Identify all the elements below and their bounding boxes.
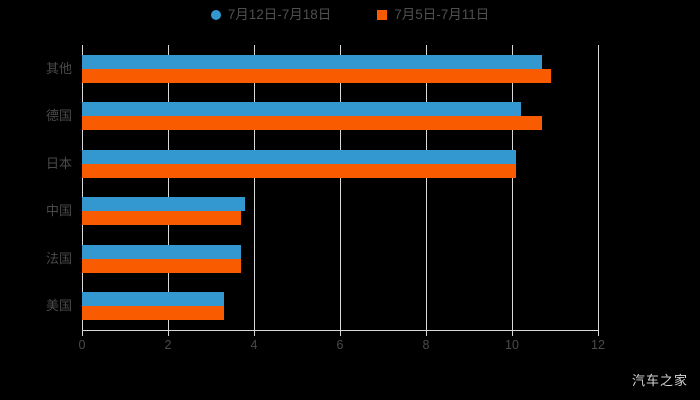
grid-line [82, 45, 83, 330]
x-axis-tick-label: 4 [250, 338, 258, 352]
grid-line [512, 45, 513, 330]
legend-label-series-2: 7月5日-7月11日 [394, 7, 490, 22]
x-axis-tick-label: 8 [422, 338, 430, 352]
x-axis-tick-mark [82, 331, 83, 336]
grid-line [254, 45, 255, 330]
x-axis-tick-mark [598, 331, 599, 336]
bar-series-2[interactable] [82, 211, 242, 226]
bar-series-2[interactable] [82, 116, 543, 131]
bar-series-1[interactable] [82, 54, 543, 69]
y-axis-category-label: 中国 [45, 203, 72, 219]
x-axis-tick-label: 6 [336, 338, 344, 352]
x-axis-tick-mark [426, 331, 427, 336]
legend-label-series-1: 7月12日-7月18日 [227, 7, 332, 22]
plot-area [82, 45, 599, 330]
x-axis-tick-label: 12 [591, 338, 605, 352]
grid-line [168, 45, 169, 330]
x-axis-tick-label: 0 [78, 338, 86, 352]
y-axis-category-label: 日本 [45, 155, 72, 171]
y-axis-category-label: 其他 [45, 60, 72, 76]
x-axis-tick-mark [340, 331, 341, 336]
grid-line [340, 45, 341, 330]
y-axis-category-label: 法国 [45, 250, 72, 266]
bar-series-1[interactable] [82, 197, 246, 212]
bar-series-2[interactable] [82, 306, 224, 321]
y-axis-category-label: 德国 [45, 108, 72, 124]
legend-item-series-1[interactable]: 7月12日-7月18日 [210, 7, 332, 22]
x-axis-tick-label: 10 [505, 338, 519, 352]
chart-legend: 7月12日-7月18日 7月5日-7月11日 [0, 8, 700, 22]
legend-circle-marker-icon [210, 10, 221, 20]
grid-line [598, 45, 599, 330]
x-axis-tick-mark [168, 331, 169, 336]
bar-series-1[interactable] [82, 292, 224, 307]
grid-line [426, 45, 427, 330]
bar-series-2[interactable] [82, 163, 517, 178]
watermark-label: 汽车之家 [631, 373, 688, 388]
legend-item-series-2[interactable]: 7月5日-7月11日 [377, 8, 489, 22]
bar-series-2[interactable] [82, 258, 242, 273]
y-axis-category-label: 美国 [45, 298, 72, 314]
legend-square-marker-icon [377, 10, 388, 20]
x-axis-line [82, 330, 599, 331]
x-axis-tick-mark [254, 331, 255, 336]
bar-series-1[interactable] [82, 149, 517, 164]
bar-series-1[interactable] [82, 102, 521, 117]
bar-series-1[interactable] [82, 244, 242, 259]
x-axis-tick-mark [512, 331, 513, 336]
bar-series-2[interactable] [82, 68, 551, 83]
x-axis-tick-label: 2 [164, 338, 172, 352]
